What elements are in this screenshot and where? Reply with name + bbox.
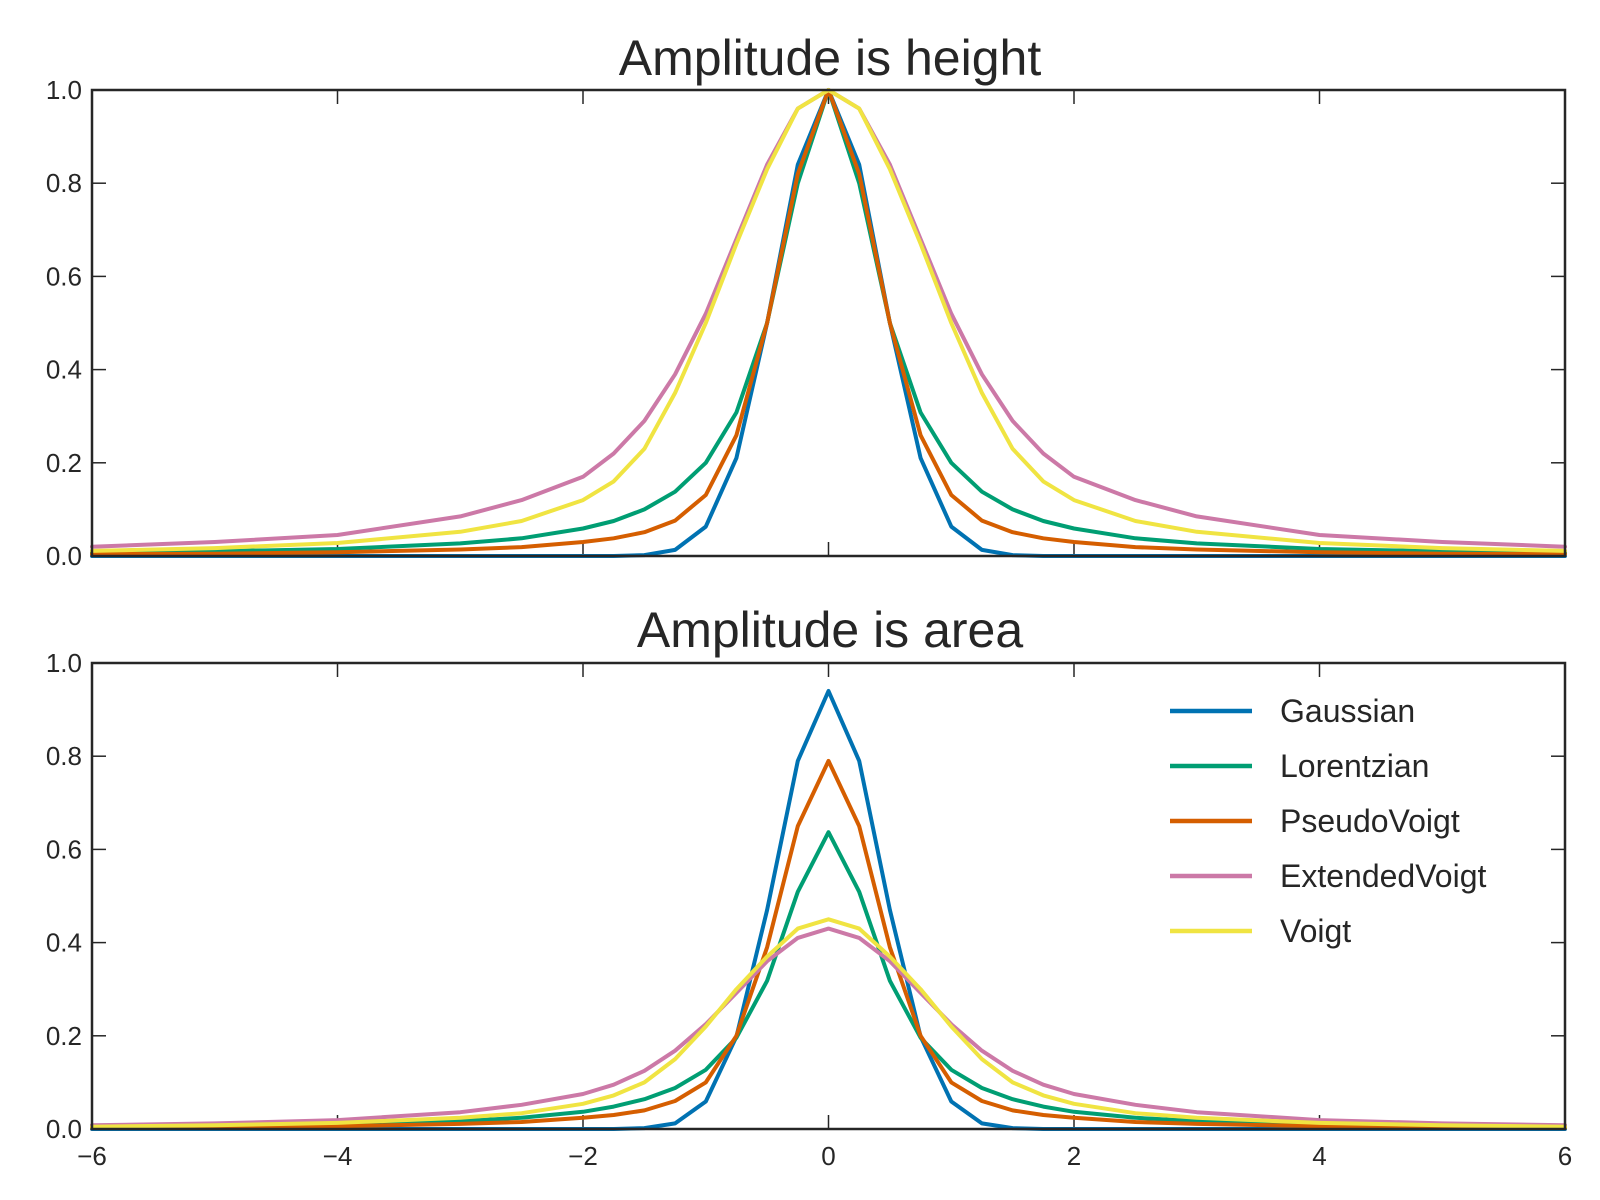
bottom-panel-line-extendedvoigt	[90, 926, 1567, 1128]
bottom-panel-frame	[90, 661, 1567, 1131]
legend: Gaussian Lorentzian PseudoVoigt ExtendedVoi…	[1170, 693, 1487, 949]
bottom-panel-x-tick-labels: −6 −4 −2 0 2 4 6	[77, 1141, 1572, 1171]
bottom-panel-xtick-label: 0	[821, 1141, 835, 1171]
bottom-panel-xtick-label: 6	[1558, 1141, 1572, 1171]
bottom-panel-y-tick-labels: 0.0 0.2 0.4 0.6 0.8 1.0	[46, 648, 82, 1144]
bottom-panel-line-lorentzian	[90, 830, 1567, 1130]
legend-label-voigt: Voigt	[1280, 913, 1351, 949]
legend-label-lorentzian: Lorentzian	[1280, 748, 1429, 784]
bottom-panel: Amplitude is area 0.00.20.40.60.81.0 −6−…	[46, 602, 1572, 1171]
top-panel-ytick-label: 0.4	[46, 355, 82, 385]
legend-label-gaussian: Gaussian	[1280, 693, 1415, 729]
bottom-panel-ytick-label: 0.0	[46, 1114, 82, 1144]
top-panel-ytick-label: 0.0	[46, 541, 82, 571]
top-panel: Amplitude is height 0.0 0.2 0.4 0.6 0.8 1.0	[46, 30, 1567, 571]
legend-label-extendedvoigt: ExtendedVoigt	[1280, 858, 1487, 894]
bottom-panel-xtick-label: −6	[77, 1141, 107, 1171]
bottom-panel-line-voigt	[90, 917, 1567, 1129]
bottom-panel-xtick-label: 4	[1312, 1141, 1326, 1171]
top-panel-y-tick-labels: 0.0 0.2 0.4 0.6 0.8 1.0	[46, 75, 82, 571]
bottom-panel-xtick-label: −2	[568, 1141, 598, 1171]
top-panel-ytick-label: 0.2	[46, 448, 82, 478]
top-panel-frame	[90, 88, 1567, 558]
top-panel-title: Amplitude is height	[619, 30, 1042, 86]
bottom-panel-line-pseudovoigt	[90, 758, 1567, 1130]
bottom-panel-ytick-label: 1.0	[46, 648, 82, 678]
top-panel-ytick-label: 0.8	[46, 168, 82, 198]
bottom-panel-title: Amplitude is area	[637, 602, 1023, 658]
bottom-panel-xtick-label: −4	[323, 1141, 353, 1171]
bottom-panel-ytick-label: 0.8	[46, 741, 82, 771]
top-panel-ytick-label: 0.6	[46, 261, 82, 291]
bottom-panel-xtick-label: 2	[1067, 1141, 1081, 1171]
top-panel-ytick-label: 1.0	[46, 75, 82, 105]
bottom-panel-ytick-label: 0.6	[46, 834, 82, 864]
bottom-panel-ytick-label: 0.2	[46, 1021, 82, 1051]
bottom-panel-ytick-label: 0.4	[46, 928, 82, 958]
legend-label-pseudovoigt: PseudoVoigt	[1280, 803, 1460, 839]
